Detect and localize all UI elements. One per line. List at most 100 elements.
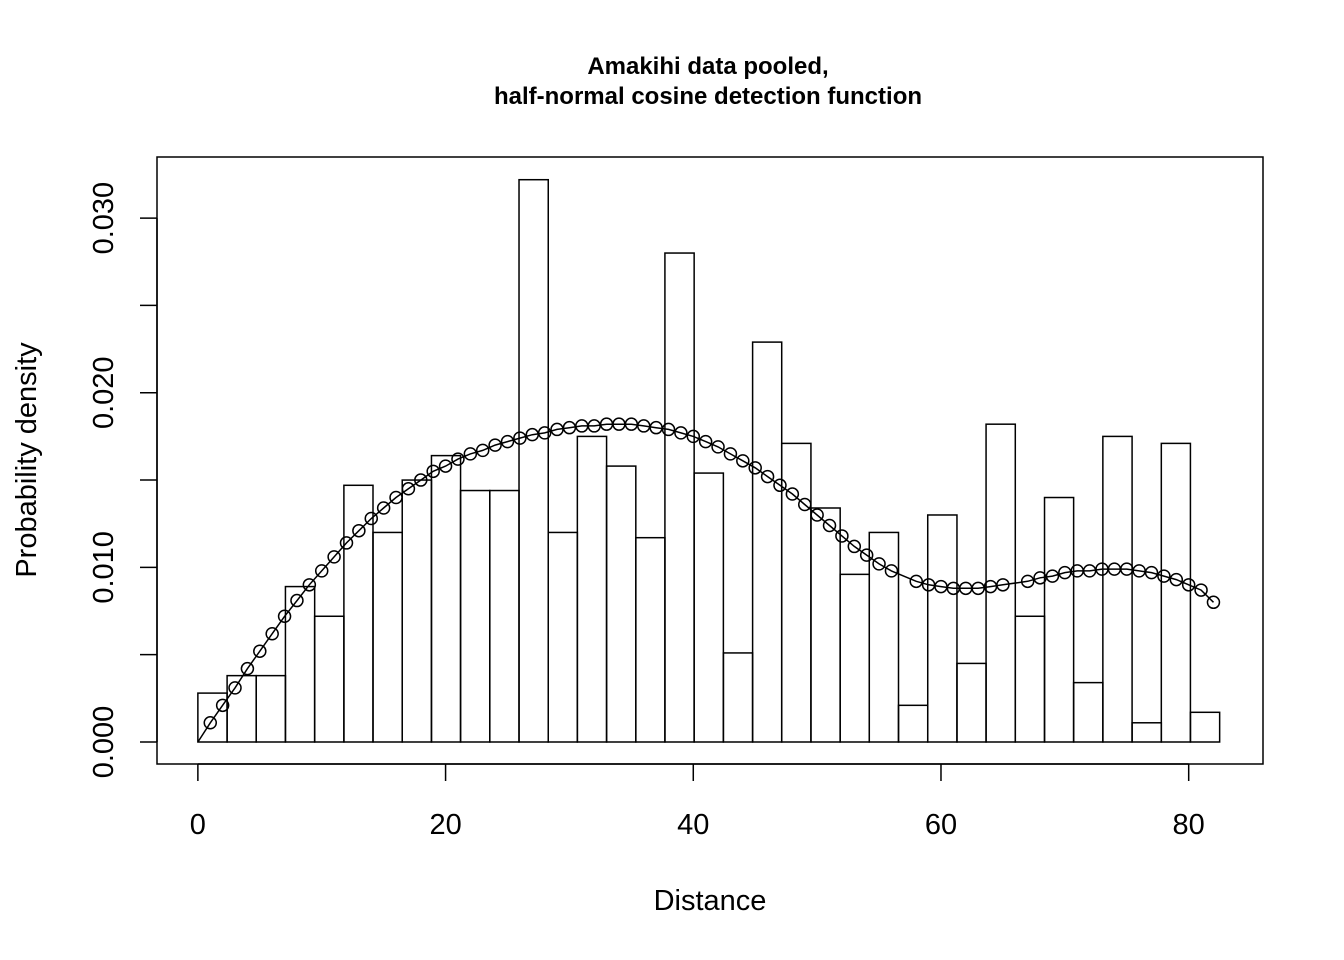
fitted-curve-point — [253, 644, 267, 658]
fitted-curve-point — [723, 447, 738, 461]
x-tick-label: 80 — [1173, 809, 1205, 841]
histogram-bar — [459, 489, 491, 743]
fitted-curve-point — [500, 434, 515, 449]
histogram-bar — [751, 341, 783, 743]
fitted-curve-point — [822, 518, 837, 533]
fitted-curve-point — [438, 459, 453, 473]
fitted-curve-point — [872, 557, 886, 571]
fitted-curve-point — [513, 431, 527, 445]
fitted-curve-point — [240, 661, 255, 676]
fitted-curve-point — [203, 716, 218, 730]
y-axis: 0.000 0.010 0.020 0.030 — [88, 182, 158, 779]
fitted-curve-point — [996, 578, 1010, 592]
fitted-curve-point — [835, 529, 849, 543]
histogram-bar — [226, 674, 257, 743]
fitted-curve-point — [475, 443, 490, 458]
x-axis: 0 20 40 60 80 — [190, 763, 1205, 841]
fitted-curve-point — [810, 508, 824, 522]
fitted-curve-point — [859, 548, 874, 562]
histogram-bar — [605, 465, 637, 743]
fitted-curve-point — [661, 422, 676, 437]
histogram-bar — [313, 615, 345, 743]
fitted-curve-point — [364, 511, 379, 526]
fitted-curve-point — [277, 609, 292, 624]
fitted-curve-point — [451, 452, 465, 466]
histogram-bar — [1160, 442, 1192, 743]
histogram-bar — [1131, 722, 1163, 743]
fitted-curve-point — [773, 478, 787, 493]
histogram-bar — [839, 573, 871, 743]
y-tick-label: 0.010 — [88, 531, 120, 604]
x-tick-label: 40 — [677, 809, 709, 841]
fitted-curve-point — [847, 539, 862, 554]
histogram-bar — [547, 531, 579, 743]
fitted-curve-point — [1157, 569, 1171, 583]
fitted-curve-point — [1144, 565, 1159, 580]
chart-title-line1: Amakihi data pooled, — [587, 53, 828, 80]
y-tick-label: 0.020 — [88, 356, 120, 429]
fitted-curve-point — [698, 434, 713, 449]
fitted-curve-point — [674, 426, 688, 440]
x-tick-label: 0 — [190, 809, 206, 841]
histogram-bar — [1189, 711, 1221, 743]
histogram-bar — [430, 454, 462, 743]
fitted-curve-point — [352, 523, 366, 538]
histogram-bar — [401, 479, 433, 743]
fitted-curve-point — [228, 681, 242, 695]
histogram-bar — [926, 514, 958, 743]
histogram-bar — [576, 435, 608, 743]
histogram-bar — [956, 662, 987, 743]
fitted-curve-point — [1169, 572, 1184, 587]
plot-frame — [156, 156, 1264, 765]
fitted-curve-point — [414, 473, 428, 487]
histogram-bar — [1014, 615, 1046, 743]
x-tick-label: 20 — [429, 809, 461, 841]
histogram-bar — [255, 674, 287, 743]
fitted-curve-point — [1206, 595, 1221, 610]
fitted-curve-point — [314, 564, 329, 578]
fitted-curve-point — [290, 593, 304, 608]
fitted-detection-curve — [197, 417, 1221, 743]
fitted-curve-point — [537, 426, 552, 440]
fitted-curve-point — [909, 574, 923, 589]
histogram-bar — [868, 531, 900, 743]
histogram-bar — [780, 442, 812, 743]
y-tick-label: 0.000 — [88, 706, 120, 779]
fitted-curve-point — [488, 438, 502, 452]
fitted-curve-point — [426, 464, 440, 479]
fitted-curve-point — [327, 550, 341, 564]
fitted-curve-point — [463, 447, 478, 461]
fitted-curve-point — [785, 487, 800, 501]
histogram-bar — [1043, 496, 1075, 743]
histogram-bar — [372, 531, 403, 743]
fitted-curve-point — [1181, 578, 1196, 592]
histogram-bars — [197, 178, 1221, 743]
fitted-curve-point — [760, 469, 775, 484]
fitted-curve-point — [302, 578, 317, 592]
fitted-curve-point — [686, 429, 701, 444]
fitted-curve-point — [1194, 583, 1208, 597]
histogram-bar — [664, 252, 695, 743]
histogram-bar — [518, 178, 549, 743]
fitted-curve-point — [339, 536, 354, 550]
chart-title-line2: half-normal cosine detection function — [494, 83, 922, 110]
histogram-bar — [693, 472, 725, 743]
fitted-curve-point — [1045, 569, 1060, 583]
fitted-curve-point — [797, 497, 812, 512]
fitted-curve-point — [389, 490, 403, 505]
fitted-curve-point — [748, 461, 762, 475]
histogram-bar — [635, 536, 666, 743]
fitted-curve-point — [711, 440, 725, 454]
histogram-bar — [722, 652, 754, 743]
x-tick-label: 60 — [925, 809, 957, 841]
histogram-bar — [897, 704, 929, 743]
fitted-curve-point — [376, 501, 391, 515]
histogram-bar — [1102, 435, 1133, 743]
fitted-curve-line — [197, 423, 1215, 743]
histogram-bar — [810, 507, 841, 743]
fitted-curve-point — [401, 482, 416, 496]
histogram-bar — [489, 489, 520, 743]
y-axis-title: Probability density — [11, 342, 43, 578]
fitted-curve-point — [884, 564, 899, 578]
